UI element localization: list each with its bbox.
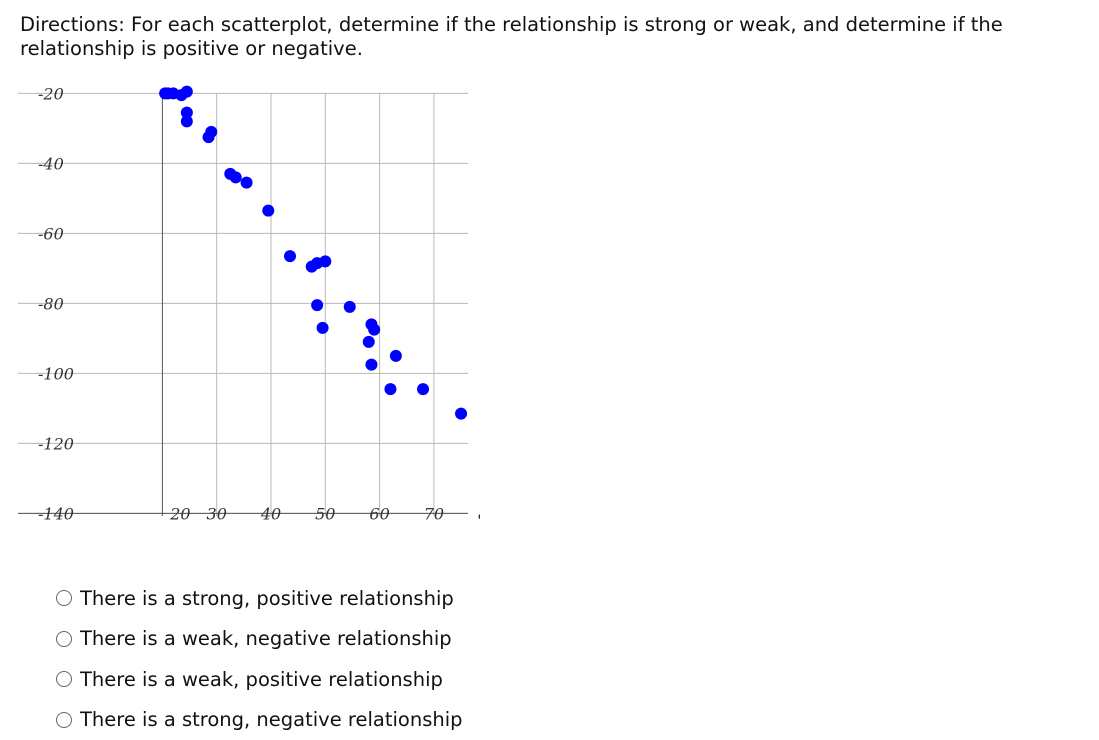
x-tick-label: 80 bbox=[478, 504, 480, 523]
answer-option-label: There is a weak, negative relationship bbox=[80, 627, 452, 651]
data-point bbox=[384, 383, 397, 396]
radio-button[interactable] bbox=[56, 590, 72, 607]
data-point bbox=[180, 115, 193, 128]
y-tick-label: -40 bbox=[38, 154, 64, 173]
answer-option-label: There is a weak, positive relationship bbox=[80, 667, 443, 691]
y-tick-label: -80 bbox=[38, 294, 64, 313]
answer-options: There is a strong, positive relationship… bbox=[56, 578, 463, 740]
data-point bbox=[389, 349, 402, 362]
data-point bbox=[319, 255, 332, 268]
data-point bbox=[205, 125, 218, 138]
data-point bbox=[365, 358, 378, 371]
x-tick-label: 50 bbox=[315, 504, 335, 523]
radio-button[interactable] bbox=[56, 630, 72, 647]
data-point bbox=[229, 171, 242, 184]
answer-option-label: There is a strong, negative relationship bbox=[80, 708, 463, 732]
data-point bbox=[311, 299, 324, 312]
y-tick-label: -100 bbox=[38, 364, 74, 383]
data-point bbox=[368, 323, 381, 336]
answer-option-weak-positive[interactable]: There is a weak, positive relationship bbox=[56, 659, 463, 700]
data-point bbox=[262, 204, 275, 217]
y-tick-label: -60 bbox=[38, 224, 64, 243]
x-tick-label: 70 bbox=[424, 504, 444, 523]
data-point bbox=[343, 300, 356, 313]
data-point bbox=[455, 407, 468, 420]
y-tick-label: -140 bbox=[38, 504, 74, 523]
y-tick-label: -120 bbox=[38, 434, 74, 453]
scatterplot: -20-40-60-80-100-120-1402030405060708090 bbox=[18, 84, 480, 523]
answer-option-weak-negative[interactable]: There is a weak, negative relationship bbox=[56, 619, 463, 660]
radio-button[interactable] bbox=[56, 671, 72, 688]
radio-button[interactable] bbox=[56, 711, 72, 728]
data-point bbox=[180, 85, 193, 98]
answer-option-label: There is a strong, positive relationship bbox=[80, 586, 454, 610]
x-tick-label: 20 bbox=[169, 504, 190, 523]
data-point bbox=[417, 383, 430, 396]
data-point bbox=[180, 106, 193, 119]
data-point bbox=[284, 250, 297, 263]
data-point bbox=[316, 321, 329, 334]
x-tick-label: 30 bbox=[207, 504, 227, 523]
answer-option-strong-positive[interactable]: There is a strong, positive relationship bbox=[56, 578, 463, 619]
directions-text: Directions: For each scatterplot, determ… bbox=[20, 13, 1003, 60]
data-point bbox=[362, 335, 375, 348]
data-point bbox=[240, 176, 253, 189]
answer-option-strong-negative[interactable]: There is a strong, negative relationship bbox=[56, 700, 463, 740]
y-tick-label: -20 bbox=[38, 84, 64, 103]
x-tick-label: 40 bbox=[260, 504, 281, 523]
x-tick-label: 60 bbox=[369, 504, 389, 523]
